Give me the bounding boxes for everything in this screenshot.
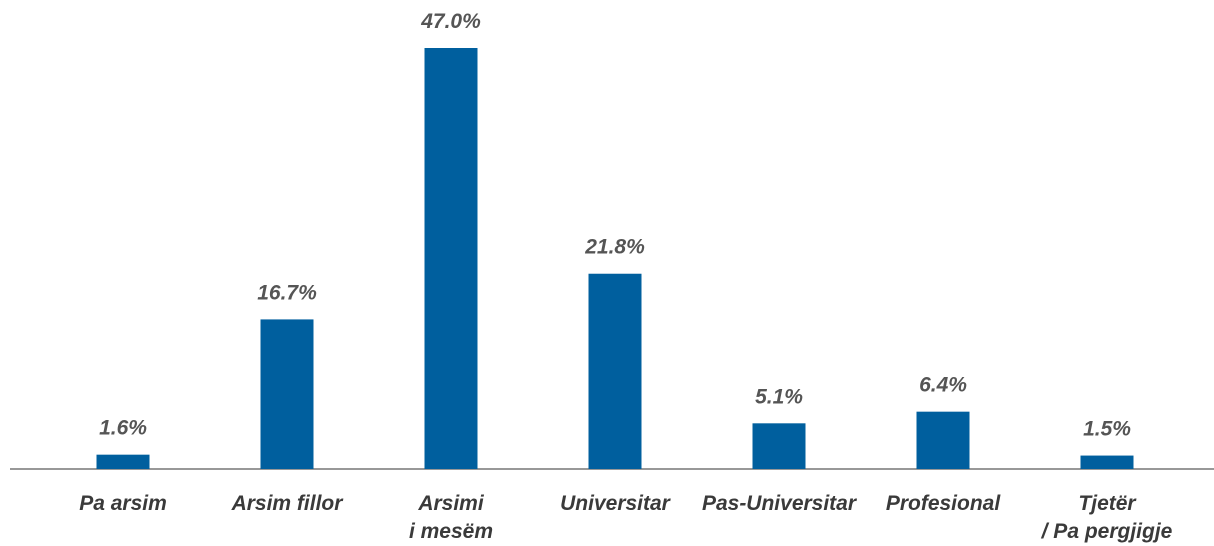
- value-label: 1.5%: [1083, 418, 1131, 441]
- x-tick-label: Arsim fillor: [231, 492, 343, 515]
- value-label: 6.4%: [919, 374, 967, 397]
- bar: [1080, 455, 1134, 469]
- value-label: 16.7%: [257, 281, 317, 304]
- x-tick-label: Profesional: [885, 492, 1001, 515]
- value-label: 47.0%: [420, 10, 481, 33]
- x-tick-label: Tjetër / Pa pergjigje: [1041, 492, 1173, 543]
- value-label: 1.6%: [99, 417, 147, 440]
- x-tick-label: Arsimi i mesëm: [408, 492, 494, 543]
- x-tick-label: Universitar: [560, 492, 670, 515]
- x-tick-label: Pas-Universitar: [701, 492, 857, 515]
- x-tick-label: Pa arsim: [79, 492, 167, 515]
- bar: [260, 319, 314, 469]
- bar: [96, 454, 150, 469]
- bar: [916, 411, 970, 469]
- bar: [752, 423, 806, 469]
- value-label: 5.1%: [755, 385, 803, 408]
- bar: [424, 48, 478, 469]
- value-label: 21.8%: [584, 236, 645, 259]
- bar: [588, 273, 642, 469]
